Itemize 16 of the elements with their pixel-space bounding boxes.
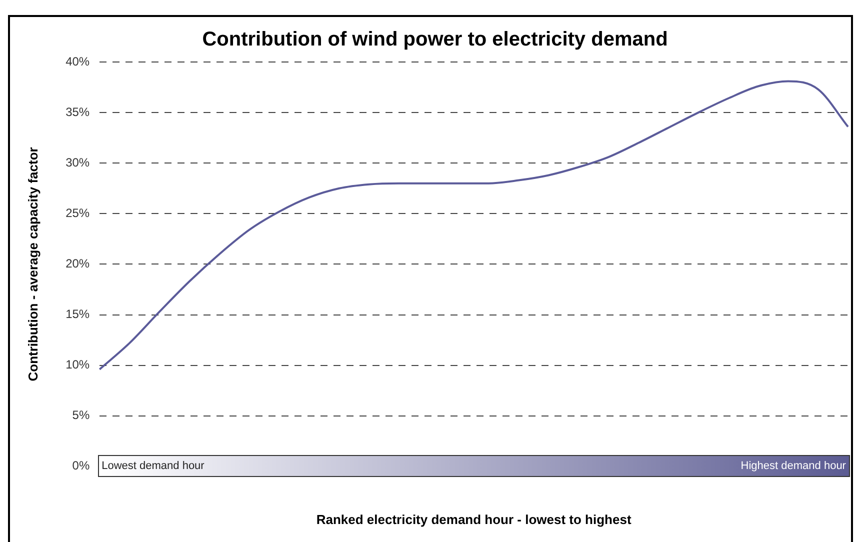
y-tick-label: 20% [66,256,90,271]
annotation: Highest demand hour [740,460,846,472]
y-tick-label: 5% [72,408,90,422]
x-axis-title: Ranked electricity demand hour - lowest to highest [316,512,632,527]
y-tick-label: 30% [66,155,90,170]
y-tick-label: 35% [66,104,90,119]
y-tick-label: 15% [66,307,90,322]
y-tick-label: 10% [66,358,90,372]
annotation: Lowest demand hour [102,460,204,472]
y-tick-label: 40% [66,54,90,68]
gradient-scale: Lowest demand hour Highest demand hour [98,455,850,478]
y-tick-label: 0% [72,458,90,473]
line-series [98,80,849,370]
y-axis-title: Contribution - average capacity factor [25,147,40,382]
chart-title: Contribution of wind power to electricity demand [202,28,668,51]
y-tick-label: 25% [66,206,90,220]
